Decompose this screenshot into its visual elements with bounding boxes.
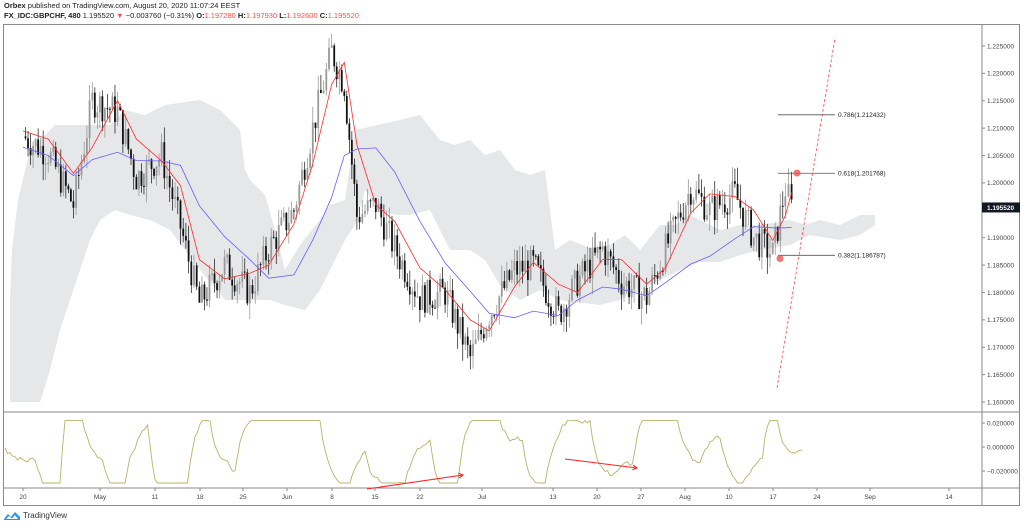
time-tick-label: Jun [282,494,293,501]
publish-line: Orbex published on TradingView.com, Augu… [4,1,359,11]
fib-level-label: 0.786(1.212432) [838,112,886,119]
time-axis[interactable]: 20 May 11 18 25 Jun 8 15 22 Jul 13 20 27 Aug 10 17 24 Sep… [19,488,953,501]
time-tick-label: 20 [593,494,601,501]
time-tick-label: 17 [769,494,777,501]
open-label: O: [196,11,205,20]
tradingview-branding[interactable]: TradingView [4,511,67,520]
time-tick-label: 14 [945,494,953,501]
current-price-badge [982,202,1020,213]
time-tick-label: 22 [416,494,424,501]
price-tick-label: 1.180000 [987,290,1014,297]
fib-anchor-marker[interactable] [793,169,801,177]
time-tick-label: 15 [371,494,379,501]
symbol-line: FX_IDC:GBPCHF, 480 1.195520 ▼ −0.003760 … [4,11,359,21]
price-tick-label: 1.210000 [987,125,1014,132]
price-tick-label: 1.225000 [987,43,1014,50]
price-tick-label: 1.190000 [987,235,1014,242]
brand-name: TradingView [23,511,68,520]
time-tick-label: 25 [239,494,247,501]
time-tick-label: Sep [864,494,876,501]
time-tick-label: 11 [152,494,159,501]
fib-level-label: 0.382(1.186787) [838,253,886,260]
tradingview-logo-icon [4,512,20,520]
open-value: 1.197280 [204,11,236,20]
time-tick-label: 27 [637,494,645,501]
time-tick-label: Aug [679,494,691,501]
fib-anchor-marker[interactable] [776,255,784,263]
close-value: 1.195520 [327,11,359,20]
time-tick-label: 24 [813,494,821,501]
candlesticks [24,33,793,370]
publisher-name: Orbex [4,1,26,10]
oscillator-pane [4,419,803,490]
current-price-label: 1.195520 [987,205,1014,212]
low-label: L: [279,11,287,20]
fib-extension[interactable]: 0.786(1.212432) 0.618(1.201768) 0.382(1.18… [776,37,886,389]
high-value: 1.197930 [245,11,278,20]
time-tick-label: 13 [549,494,557,501]
price-tick-label: 1.220000 [987,71,1014,78]
osc-tick-label: 0.000000 [987,444,1014,451]
down-arrow-icon: ▼ [116,11,124,20]
high-label: H: [237,11,246,20]
time-tick-label: May [94,494,107,501]
price-tick-label: 1.160000 [987,399,1014,406]
ichimoku-cloud [10,100,875,402]
close-label: C: [319,11,328,20]
low-value: 1.192600 [286,11,318,20]
chart-header: Orbex published on TradingView.com, Augu… [4,1,359,21]
ichimoku-lines [22,61,792,332]
price-axis[interactable]: 1.225000 1.220000 1.215000 1.210000 1.205000… [982,43,1020,406]
time-tick-label: 20 [19,494,27,501]
price-tick-label: 1.205000 [987,153,1014,160]
time-tick-label: 10 [725,494,733,501]
price-tick-label: 1.170000 [987,345,1014,352]
fib-level-label: 0.618(1.201768) [838,171,886,178]
symbol: FX_IDC:GBPCHF, 480 [4,11,81,20]
dashed-trendline[interactable] [776,37,836,389]
price-tick-label: 1.175000 [987,317,1014,324]
chart-frame [3,24,1020,506]
osc-tick-label: −0.020000 [987,468,1018,475]
time-tick-label: 18 [196,494,204,501]
osc-tick-label: 0.020000 [987,420,1014,427]
price-tick-label: 1.185000 [987,262,1014,269]
time-tick-label: 8 [330,494,334,501]
price-change: −0.003760 (−0.31%) [125,11,195,20]
oscillator-axis: 0.020000 0.000000 −0.020000 [982,420,1018,475]
time-tick-label: Jul [478,494,487,501]
price-tick-label: 1.215000 [987,98,1014,105]
publish-text: published on TradingView.com, August 20,… [27,1,241,10]
kijun-line [22,146,792,319]
price-tick-label: 1.200000 [987,180,1014,187]
oscillator-line [4,419,803,484]
price-tick-label: 1.165000 [987,372,1014,379]
tenkan-line [22,61,792,332]
last-price: 1.195520 [82,11,115,20]
